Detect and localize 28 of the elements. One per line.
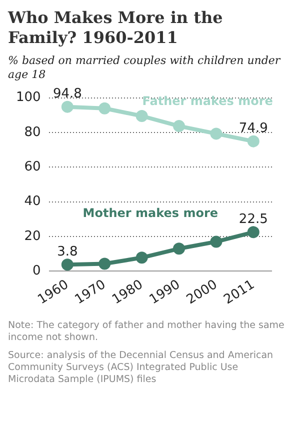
data-label: 74.9 — [238, 121, 268, 136]
point — [210, 236, 222, 248]
point — [98, 102, 111, 114]
point — [61, 258, 74, 271]
y-tick-label: 20 — [24, 228, 41, 244]
point — [173, 120, 186, 132]
data-label: 22.5 — [238, 212, 268, 228]
y-tick-label: 60 — [24, 160, 41, 175]
chart-title: Who Makes More in the Family? 1960-2011 — [8, 8, 224, 48]
source-note: Source: analysis of the Decennial Census and American Community Surveys (ACS) Integrated Public Use Microdata Sample (IPUMS) files — [8, 350, 274, 386]
series-label: Father makes more — [142, 94, 273, 108]
point — [136, 252, 148, 264]
chart-subtitle: % based on married couples with children under age 18 — [8, 54, 282, 82]
y-tick-label: 80 — [24, 124, 41, 140]
point — [61, 100, 74, 113]
data-label: 3.8 — [57, 244, 78, 260]
point — [173, 242, 186, 255]
point — [247, 135, 260, 148]
y-tick-label: 100 — [16, 90, 41, 106]
point — [98, 258, 111, 270]
point — [247, 226, 260, 238]
point — [136, 110, 148, 122]
text: Note: The category of father and mother having the same income not shown. — [8, 320, 286, 344]
point — [210, 128, 222, 140]
series-label: Mother makes more — [82, 206, 218, 220]
y-tick-label: 0 — [32, 264, 41, 279]
y-tick-label: 40 — [24, 194, 41, 210]
data-label: 94.8 — [52, 86, 82, 102]
